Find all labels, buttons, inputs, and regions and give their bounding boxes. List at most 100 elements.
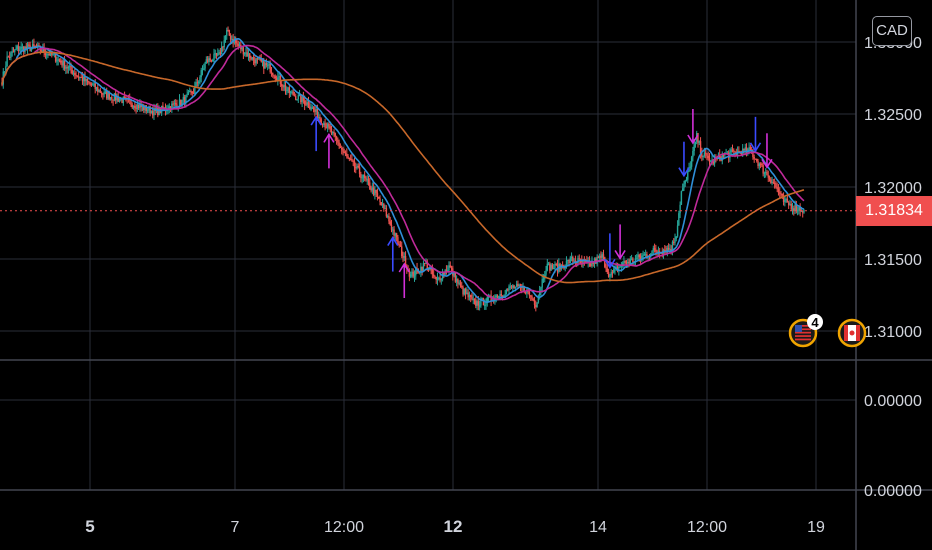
candle-body <box>200 70 202 78</box>
candle-body <box>772 181 775 183</box>
candle-body <box>311 107 314 109</box>
candle-body <box>100 92 103 94</box>
candle-body <box>252 57 255 60</box>
candle-body <box>245 52 247 54</box>
candle-body <box>471 297 473 299</box>
candle-body <box>10 52 12 58</box>
candle-body <box>657 251 660 253</box>
candle-body <box>554 263 556 269</box>
candle-body <box>692 150 694 158</box>
candle-body <box>601 254 603 258</box>
candle-body <box>620 265 623 267</box>
candle-body <box>764 172 767 174</box>
candle-body <box>395 233 398 238</box>
candle-body <box>197 81 200 84</box>
candle-body <box>371 187 374 191</box>
candle-body <box>8 56 11 58</box>
candle-body <box>227 30 229 32</box>
candle-body <box>255 58 257 64</box>
candle-body <box>707 155 709 159</box>
chart-grid <box>0 0 856 491</box>
candle-body <box>794 204 796 212</box>
candle-body <box>183 97 186 104</box>
candle-body <box>731 149 734 151</box>
candle-body <box>374 189 376 195</box>
candle-body <box>749 147 752 151</box>
event-count-badge <box>807 314 823 330</box>
candle-body <box>639 257 642 259</box>
candle-body <box>385 208 388 217</box>
candle-body <box>201 69 204 71</box>
sell-arrow-icon <box>761 133 773 169</box>
candle-body <box>362 174 365 178</box>
candle-body <box>360 173 362 178</box>
candle-body <box>630 258 633 260</box>
candle-body <box>324 123 326 128</box>
candle-body <box>6 56 8 67</box>
candle-body <box>569 257 571 264</box>
candle-body <box>235 40 237 43</box>
candle-body <box>610 272 612 276</box>
sell-arrow-icon <box>614 224 626 260</box>
candle-body <box>786 199 789 203</box>
candle-body <box>162 105 164 109</box>
ca-flag-icon[interactable] <box>837 318 867 348</box>
candle-body <box>157 108 159 116</box>
candle-body <box>458 282 460 284</box>
candle-body <box>702 156 704 158</box>
candle-body <box>236 42 238 45</box>
us-flag-icon[interactable]: 4 <box>788 314 823 348</box>
candle-body <box>268 64 270 66</box>
candle-body <box>637 254 639 259</box>
candle-body <box>680 191 683 205</box>
candle-body <box>455 278 458 282</box>
candle-body <box>288 87 291 93</box>
candle-body <box>77 75 80 78</box>
candle-body <box>403 256 405 258</box>
candle-body <box>215 53 218 56</box>
candle-body <box>713 157 716 164</box>
currency-button[interactable]: CAD <box>872 16 912 46</box>
candle-body <box>413 275 416 277</box>
candle-body <box>150 110 153 114</box>
candle-body <box>386 216 389 218</box>
candle-body <box>799 207 801 212</box>
candle-body <box>477 301 480 306</box>
candle-body <box>12 51 15 53</box>
candle-body <box>408 270 411 277</box>
candle-body <box>260 59 262 62</box>
candle-body <box>484 304 486 306</box>
candle-body <box>389 221 391 225</box>
candle-body <box>446 270 449 272</box>
candle-body <box>195 82 197 87</box>
candle-body <box>572 256 574 262</box>
candle-body <box>249 53 251 58</box>
candle-body <box>604 257 606 267</box>
price-tick-label: 1.31000 <box>864 324 922 341</box>
candle-body <box>42 48 44 52</box>
time-tick-label: 12:00 <box>687 519 727 536</box>
time-axis[interactable]: 5 7 12:00 12 14 12:00 19 <box>85 517 825 536</box>
candle-body <box>43 48 45 53</box>
candle-body <box>609 275 611 277</box>
candle-body <box>770 179 772 183</box>
candle-body <box>145 105 148 111</box>
candle-body <box>58 59 61 61</box>
candle-body <box>88 81 90 83</box>
time-tick-label: 19 <box>807 519 825 536</box>
price-tick-label: 1.31500 <box>864 252 922 269</box>
buy-arrow-icon <box>387 236 399 272</box>
candle-body <box>796 210 799 212</box>
candle-body <box>704 152 707 154</box>
candle-body <box>708 158 711 162</box>
candle-body <box>619 266 621 268</box>
candle-body <box>671 241 674 252</box>
candle-body <box>547 263 550 265</box>
candle-body <box>486 297 488 304</box>
candle-body <box>597 257 600 259</box>
candle-body <box>409 274 412 277</box>
candle-body <box>776 187 778 190</box>
candle-body <box>328 123 330 127</box>
candle-body <box>467 292 469 298</box>
